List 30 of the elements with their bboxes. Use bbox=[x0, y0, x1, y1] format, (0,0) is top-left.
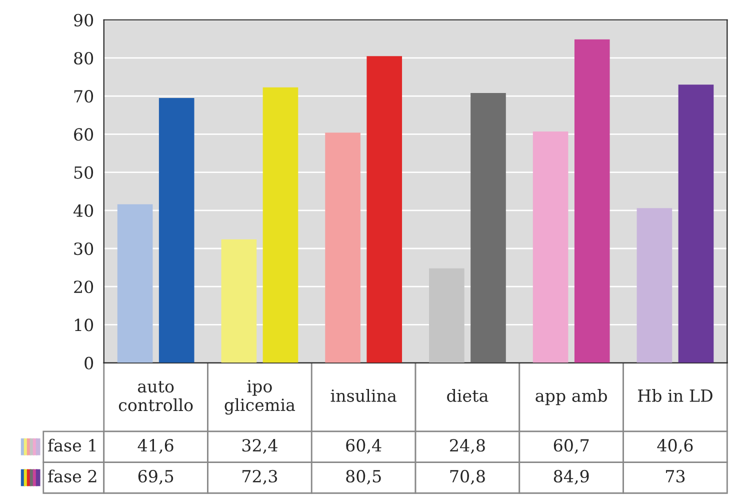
y-tick-label: 70 bbox=[74, 90, 94, 103]
y-tick-label: 90 bbox=[74, 14, 94, 26]
data-label: 60,4 bbox=[346, 439, 382, 454]
data-label: 24,8 bbox=[450, 439, 485, 454]
x-tick-label: app amb bbox=[536, 389, 607, 406]
data-label: 70,8 bbox=[450, 470, 485, 485]
x-tick-label: ipo glicemia bbox=[224, 380, 296, 415]
y-tick-label: 30 bbox=[74, 242, 94, 256]
data-label: 84,9 bbox=[554, 470, 589, 485]
data-label: 72,3 bbox=[242, 470, 278, 485]
data-label: 40,6 bbox=[657, 439, 693, 454]
y-tick-label: 0 bbox=[84, 356, 94, 370]
x-tick-label: auto controllo bbox=[118, 381, 193, 412]
y-tick-label: 60 bbox=[74, 128, 94, 141]
y-tick-label: 50 bbox=[74, 166, 94, 179]
y-tick-label: 40 bbox=[73, 204, 94, 217]
y-tick-label: 20 bbox=[74, 280, 94, 294]
y-tick-label: 80 bbox=[74, 52, 94, 65]
data-label: 60,7 bbox=[554, 439, 589, 454]
data-label: 80,5 bbox=[346, 470, 381, 485]
x-tick-label: dieta bbox=[447, 389, 488, 402]
legend-label: fase 2 bbox=[48, 470, 96, 483]
data-label: 32,4 bbox=[242, 439, 278, 454]
legend-label: fase 1 bbox=[48, 438, 96, 452]
data-label: 73 bbox=[666, 470, 685, 483]
x-tick-label: Hb in LD bbox=[638, 389, 712, 402]
y-tick-label: 10 bbox=[74, 318, 94, 332]
data-label: 69,5 bbox=[138, 470, 174, 485]
data-label: 41,6 bbox=[138, 439, 174, 454]
x-tick-label: insulina bbox=[330, 389, 396, 402]
